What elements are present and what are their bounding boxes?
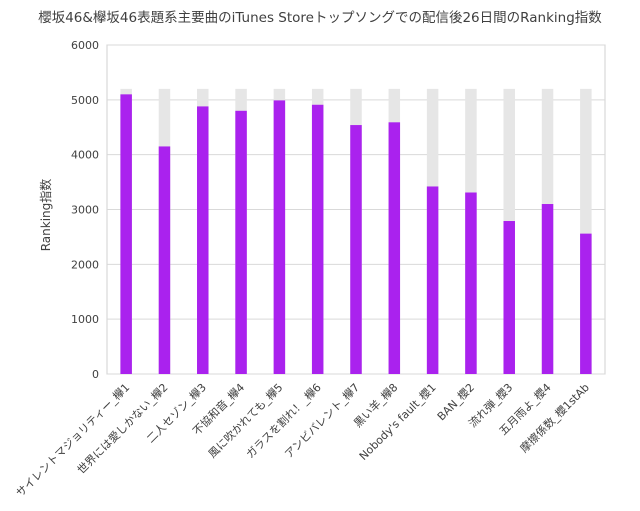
y-tick-label: 0 (92, 368, 99, 381)
value-bar (541, 204, 554, 374)
y-tick-label: 2000 (71, 258, 99, 271)
bars (120, 88, 592, 375)
x-axis-ticks: サイレントマジョリティー_欅1世界には愛しかない_欅2二人セゾン_欅3不協和音_… (14, 380, 592, 499)
value-bar (350, 125, 362, 374)
value-bar (465, 192, 477, 374)
y-axis-ticks: 0 1000 2000 3000 4000 5000 6000 (71, 39, 99, 381)
x-tick-label: 摩擦係数_櫻1stAb (517, 380, 592, 455)
y-tick-label: 6000 (71, 39, 99, 52)
y-tick-label: 4000 (71, 149, 99, 162)
value-bar (197, 106, 209, 374)
value-bar (120, 94, 132, 374)
y-axis-label: Ranking指数 (38, 179, 53, 252)
value-bar (273, 100, 286, 375)
y-tick-label: 1000 (71, 313, 99, 326)
chart-title: 櫻坂46&欅坂46表題系主要曲のiTunes Storeトップソングでの配信後2… (38, 10, 602, 26)
value-bar (388, 122, 401, 374)
x-tick-label: ガラスを割れ！_欅6 (243, 380, 324, 461)
value-bar (426, 186, 439, 374)
value-bar (158, 146, 171, 374)
value-bar (235, 110, 247, 375)
value-bar (311, 104, 324, 374)
background-bar (580, 88, 592, 374)
value-bar (580, 233, 592, 374)
y-tick-label: 3000 (71, 204, 99, 217)
y-tick-label: 5000 (71, 94, 99, 107)
value-bar (503, 221, 515, 374)
